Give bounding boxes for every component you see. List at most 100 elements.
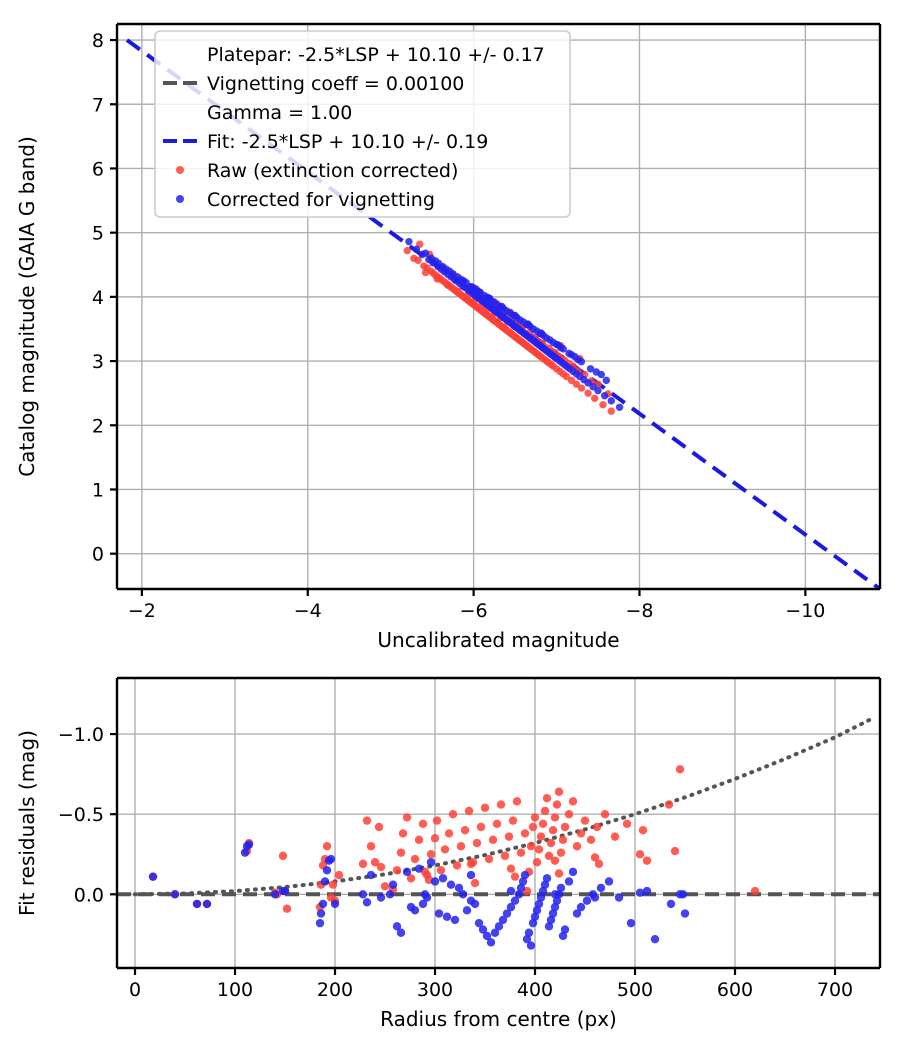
y-tick-label: −1.0 bbox=[58, 724, 104, 746]
data-point bbox=[421, 249, 430, 257]
data-point bbox=[586, 835, 596, 845]
data-point bbox=[532, 858, 542, 867]
data-point bbox=[577, 358, 586, 366]
data-point bbox=[485, 294, 494, 302]
data-point bbox=[326, 854, 336, 864]
y-tick-label: 0 bbox=[92, 544, 104, 566]
x-tick-label: 300 bbox=[417, 979, 453, 1001]
series-corrected bbox=[405, 237, 624, 411]
data-point bbox=[642, 856, 652, 865]
data-point bbox=[530, 912, 540, 921]
data-point bbox=[675, 765, 685, 774]
data-point bbox=[538, 886, 548, 896]
legend-item[interactable]: Fit: -2.5*LSP + 10.10 +/- 0.19 bbox=[163, 131, 488, 153]
data-point bbox=[270, 890, 280, 899]
data-point bbox=[464, 806, 474, 816]
data-point bbox=[444, 281, 452, 290]
data-point bbox=[590, 853, 600, 862]
legend-item[interactable]: Gamma = 1.00 bbox=[207, 102, 352, 124]
data-point bbox=[650, 934, 660, 944]
x-tick-label: −4 bbox=[294, 600, 322, 622]
y-tick-label: 1 bbox=[92, 479, 104, 501]
data-point bbox=[670, 846, 680, 856]
data-point bbox=[320, 877, 330, 886]
data-point bbox=[554, 787, 564, 796]
data-point bbox=[506, 864, 516, 873]
data-point bbox=[596, 883, 606, 893]
data-point bbox=[498, 302, 506, 311]
data-point bbox=[544, 851, 554, 861]
data-point bbox=[556, 848, 566, 857]
data-point bbox=[459, 277, 468, 285]
data-point bbox=[412, 245, 421, 254]
legend-item[interactable]: Corrected for vignetting bbox=[176, 189, 435, 211]
data-point bbox=[584, 389, 592, 397]
data-point bbox=[330, 899, 340, 909]
data-point bbox=[520, 870, 530, 880]
data-point bbox=[334, 870, 344, 880]
data-point bbox=[548, 826, 558, 835]
data-point bbox=[460, 826, 470, 835]
data-point bbox=[496, 800, 506, 809]
data-point bbox=[388, 880, 398, 889]
data-point bbox=[315, 918, 325, 928]
legend-dot-icon bbox=[176, 166, 184, 174]
data-point bbox=[511, 311, 519, 320]
data-point bbox=[524, 928, 534, 937]
data-point bbox=[318, 899, 328, 909]
data-point bbox=[362, 898, 372, 907]
data-point bbox=[398, 829, 408, 838]
data-point bbox=[370, 858, 380, 867]
data-point bbox=[376, 893, 386, 902]
y-tick-label: 8 bbox=[92, 30, 104, 52]
data-point bbox=[426, 858, 436, 867]
data-point bbox=[510, 872, 520, 881]
data-point bbox=[552, 800, 562, 809]
x-axis-label: Radius from centre (px) bbox=[380, 1007, 617, 1031]
data-point bbox=[554, 341, 562, 349]
x-tick-label: −8 bbox=[625, 600, 653, 622]
legend-label: Platepar: -2.5*LSP + 10.10 +/- 0.17 bbox=[207, 44, 545, 66]
data-point bbox=[680, 909, 690, 918]
data-point bbox=[450, 915, 460, 925]
x-tick-label: −2 bbox=[128, 600, 156, 622]
data-point bbox=[380, 882, 390, 891]
data-point bbox=[414, 256, 422, 264]
data-point bbox=[520, 829, 530, 838]
data-point bbox=[544, 922, 554, 931]
y-tick-label: 5 bbox=[92, 223, 104, 245]
data-point bbox=[594, 859, 604, 869]
data-point bbox=[452, 861, 462, 870]
legend: Platepar: -2.5*LSP + 10.10 +/- 0.17 Vigne… bbox=[154, 30, 571, 218]
y-axis-label: Fit residuals (mag) bbox=[15, 730, 39, 916]
data-point bbox=[536, 893, 546, 902]
legend-item[interactable]: Vignetting coeff = 0.00100 bbox=[163, 73, 464, 95]
data-point bbox=[458, 890, 468, 899]
data-point bbox=[385, 890, 395, 899]
data-point bbox=[474, 918, 484, 928]
data-point bbox=[550, 890, 560, 899]
data-point bbox=[472, 285, 480, 293]
legend-item[interactable]: Raw (extinction corrected) bbox=[176, 160, 458, 182]
data-point bbox=[614, 893, 624, 902]
data-point bbox=[420, 890, 430, 899]
data-point bbox=[560, 822, 570, 832]
data-point bbox=[446, 880, 456, 889]
data-point bbox=[540, 806, 550, 816]
data-point bbox=[366, 870, 376, 880]
data-point bbox=[524, 320, 533, 329]
data-point bbox=[528, 918, 538, 928]
x-tick-label: 400 bbox=[517, 979, 553, 1001]
data-point bbox=[402, 867, 412, 877]
data-point bbox=[403, 246, 411, 255]
data-point bbox=[567, 376, 576, 385]
x-tick-label: 200 bbox=[317, 979, 353, 1001]
legend-box bbox=[154, 30, 571, 218]
data-point bbox=[418, 899, 428, 909]
data-point bbox=[202, 899, 212, 909]
legend-item[interactable]: Platepar: -2.5*LSP + 10.10 +/- 0.17 bbox=[207, 44, 545, 66]
data-point bbox=[516, 883, 526, 893]
data-point bbox=[322, 866, 332, 875]
data-point bbox=[376, 862, 386, 872]
